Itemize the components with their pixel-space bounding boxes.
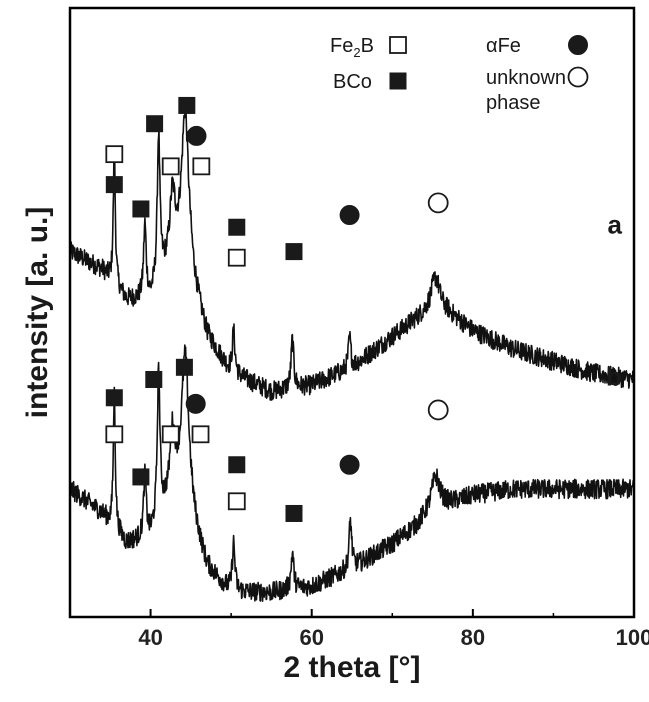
phase-marker-filled-square xyxy=(132,200,150,218)
phase-marker-open-square xyxy=(105,145,124,164)
phase-marker-open-square xyxy=(227,248,246,267)
x-tick-label: 60 xyxy=(299,625,323,650)
phase-marker-filled-square xyxy=(175,358,193,376)
x-tick-label: 80 xyxy=(461,625,485,650)
legend-label-sub: 2 xyxy=(353,45,360,60)
phase-marker-open-square xyxy=(192,157,211,176)
legend-marker-filled-square xyxy=(389,72,407,90)
legend-marker-open-square xyxy=(389,36,407,54)
series-line-a xyxy=(69,107,635,401)
phase-marker-filled-square xyxy=(132,468,150,486)
legend-marker-filled-circle xyxy=(568,35,588,55)
x-tick-label: 40 xyxy=(138,625,162,650)
x-tick-label: 100 xyxy=(616,625,649,650)
phase-marker-filled-square xyxy=(145,370,163,388)
phase-marker-open-circle xyxy=(427,192,449,214)
phase-marker-filled-circle xyxy=(339,205,360,226)
legend-label: αFe xyxy=(486,35,521,57)
legend-label: unknown xyxy=(486,67,566,89)
x-axis-ticks: 40 60 80 100 xyxy=(138,609,649,650)
phase-marker-open-square xyxy=(191,425,210,444)
phase-marker-filled-square xyxy=(105,389,123,407)
curve-labels-layer: ab xyxy=(606,209,622,391)
phase-marker-filled-square xyxy=(146,115,164,133)
legend: Fe2B BCo αFe unknown phase xyxy=(330,35,589,114)
phase-marker-open-square xyxy=(227,492,246,511)
phase-marker-open-square xyxy=(161,157,180,176)
curve-label-a: a xyxy=(607,209,622,239)
legend-label: BCo xyxy=(333,71,372,93)
curve-label-b: b xyxy=(606,362,622,392)
phase-marker-open-circle xyxy=(427,399,449,421)
plot-frame xyxy=(68,6,636,619)
series-line-b xyxy=(69,344,635,602)
x-axis-label: 2 theta [°] xyxy=(283,651,420,684)
legend-label-tail: B xyxy=(361,35,374,57)
phase-marker-filled-square xyxy=(285,243,303,261)
legend-label: Fe2B xyxy=(330,35,374,60)
phase-marker-filled-square xyxy=(228,456,246,474)
phase-marker-open-square xyxy=(161,425,180,444)
legend-marker-open-circle xyxy=(567,66,589,88)
phase-markers-layer xyxy=(105,96,449,522)
phase-marker-filled-circle xyxy=(185,393,206,414)
phase-marker-filled-circle xyxy=(186,125,207,146)
phase-marker-open-square xyxy=(105,425,124,444)
y-axis-label: intensity [a. u.] xyxy=(21,207,54,419)
phase-marker-filled-square xyxy=(178,96,196,114)
phase-marker-filled-square xyxy=(105,176,123,194)
phase-marker-filled-square xyxy=(285,504,303,522)
legend-label-line2: phase xyxy=(486,92,541,114)
phase-marker-filled-circle xyxy=(339,454,360,475)
phase-marker-filled-square xyxy=(228,218,246,236)
curves-layer xyxy=(69,107,635,602)
